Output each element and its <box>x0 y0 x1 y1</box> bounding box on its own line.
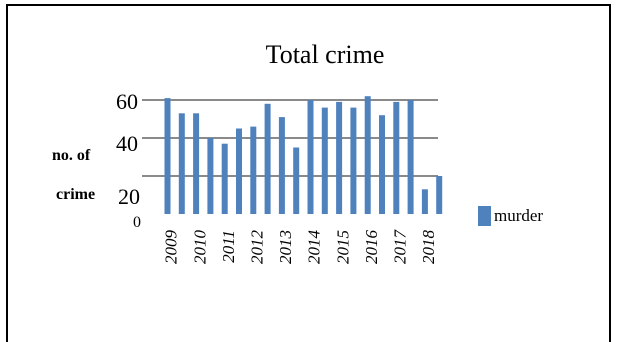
x-tick-2016: 2016 <box>362 230 381 265</box>
y-tick-60: 60 <box>116 89 138 114</box>
bar-16 <box>393 101 400 214</box>
x-tick-2014: 2014 <box>305 230 324 265</box>
bar-6 <box>250 126 257 214</box>
chart-border <box>6 4 611 342</box>
bar-5 <box>236 128 242 214</box>
x-tick-2018: 2018 <box>419 230 438 265</box>
bar-15 <box>379 115 385 214</box>
bar-9 <box>293 147 300 214</box>
x-tick-2009: 2009 <box>162 230 181 265</box>
x-tick-2010: 2010 <box>190 230 209 265</box>
x-tick-2015: 2015 <box>333 230 352 264</box>
bar-8 <box>278 117 285 214</box>
y-axis-label-line1: no. of <box>52 147 91 164</box>
bars <box>164 96 443 214</box>
y-tick-0: 0 <box>133 214 141 231</box>
y-axis-label-line2: crime <box>56 186 95 203</box>
legend: murder <box>478 206 543 226</box>
x-tick-2012: 2012 <box>247 230 266 265</box>
y-tick-20: 20 <box>118 184 140 209</box>
gridlines <box>142 99 438 177</box>
bar-0 <box>164 98 171 214</box>
legend-label-murder: murder <box>494 206 543 225</box>
y-ticks: 60 40 20 0 <box>116 89 141 231</box>
bar-17 <box>407 100 414 214</box>
bar-13 <box>350 107 357 214</box>
y-tick-40: 40 <box>116 131 138 156</box>
x-tick-2017: 2017 <box>390 229 409 265</box>
bar-1 <box>178 113 185 214</box>
bar-3 <box>207 138 214 214</box>
x-ticks: 2009 2010 2011 2012 2013 2014 2015 2016 2017 2018 <box>162 229 438 265</box>
bar-11 <box>321 107 328 214</box>
bar-2 <box>193 113 200 214</box>
x-tick-2013: 2013 <box>276 230 295 264</box>
bar-14 <box>364 96 371 214</box>
bar-7 <box>264 103 271 214</box>
bar-10 <box>307 100 314 214</box>
bar-12 <box>336 101 343 214</box>
bar-19 <box>436 176 443 214</box>
legend-swatch-murder <box>478 206 491 226</box>
bar-18 <box>421 189 428 214</box>
x-tick-2011: 2011 <box>219 230 238 263</box>
bar-4 <box>221 143 228 214</box>
chart-title: Total crime <box>266 40 385 69</box>
